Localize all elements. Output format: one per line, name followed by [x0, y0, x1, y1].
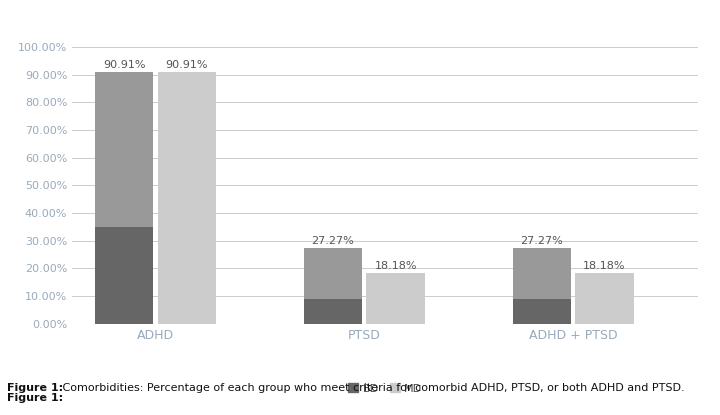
Text: 90.91%: 90.91% — [103, 60, 145, 70]
Bar — [304, 248, 362, 298]
Text: 18.18%: 18.18% — [374, 261, 417, 271]
Bar — [513, 248, 571, 298]
Text: Figure 1:: Figure 1: — [0, 414, 1, 415]
Text: 27.27%: 27.27% — [312, 236, 354, 246]
Text: Figure 1:: Figure 1: — [7, 393, 63, 403]
Text: Figure 1:: Figure 1: — [7, 383, 63, 393]
Bar — [513, 298, 571, 324]
Bar — [158, 72, 216, 324]
Text: 27.27%: 27.27% — [521, 236, 563, 246]
Text: 18.18%: 18.18% — [583, 261, 626, 271]
Text: 90.91%: 90.91% — [166, 60, 208, 70]
Bar — [575, 273, 634, 324]
Bar — [95, 227, 153, 324]
Text: Comorbidities: Percentage of each group who meet criteria for comorbid ADHD, PTS: Comorbidities: Percentage of each group … — [59, 383, 685, 393]
Bar — [304, 298, 362, 324]
Legend: BD, MD: BD, MD — [343, 378, 427, 398]
Bar — [95, 72, 153, 227]
Bar — [366, 273, 425, 324]
